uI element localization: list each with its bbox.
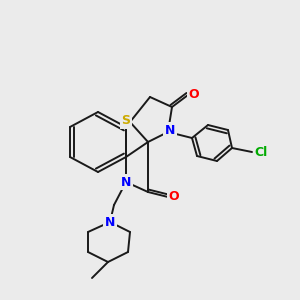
Text: N: N — [165, 124, 175, 136]
Text: N: N — [105, 215, 115, 229]
Text: Cl: Cl — [254, 146, 268, 158]
Text: N: N — [121, 176, 131, 188]
Text: S: S — [122, 115, 130, 128]
Text: O: O — [189, 88, 199, 101]
Text: O: O — [169, 190, 179, 203]
